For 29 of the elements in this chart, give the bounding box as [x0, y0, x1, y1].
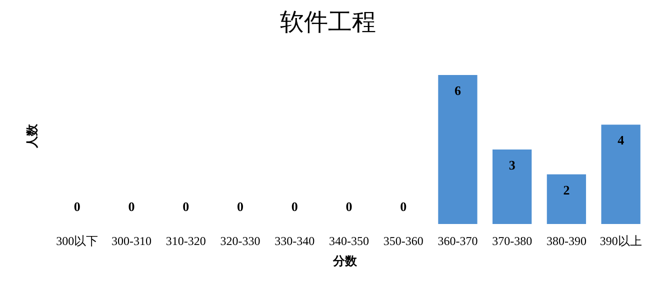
- bar: [492, 150, 532, 224]
- x-tick-label: 350-360: [383, 234, 424, 248]
- data-label: 0: [291, 199, 298, 214]
- x-tick-label: 300以下: [56, 234, 98, 248]
- data-label: 3: [508, 158, 516, 172]
- data-label: 0: [74, 199, 80, 214]
- data-label: 0: [346, 199, 352, 214]
- bar: [438, 75, 478, 224]
- bar: [601, 124, 640, 224]
- x-tick-label: 310-320: [166, 234, 206, 248]
- data-label: 0: [400, 199, 407, 214]
- chart-title: 软件工程: [280, 9, 376, 36]
- x-axis-title: 分数: [332, 254, 358, 268]
- x-tick-label: 360-370: [438, 234, 478, 248]
- x-tick-label: 320-330: [220, 234, 260, 248]
- x-tick-label: 300-310: [112, 234, 152, 248]
- x-tick-label: 340-350: [329, 234, 369, 248]
- data-label: 0: [237, 199, 244, 214]
- x-tick-label: 330-340: [274, 234, 315, 248]
- x-tick-label: 380-390: [546, 234, 586, 248]
- x-tick-label: 370-380: [492, 234, 532, 248]
- data-label: 2: [563, 182, 570, 198]
- data-label: 0: [182, 199, 190, 214]
- data-label: 4: [618, 132, 625, 148]
- bar: [546, 174, 586, 224]
- data-label: 0: [128, 199, 135, 214]
- x-tick-label: 390以上: [600, 234, 642, 248]
- y-axis-title: 人数: [25, 123, 39, 149]
- data-label: 6: [454, 83, 462, 98]
